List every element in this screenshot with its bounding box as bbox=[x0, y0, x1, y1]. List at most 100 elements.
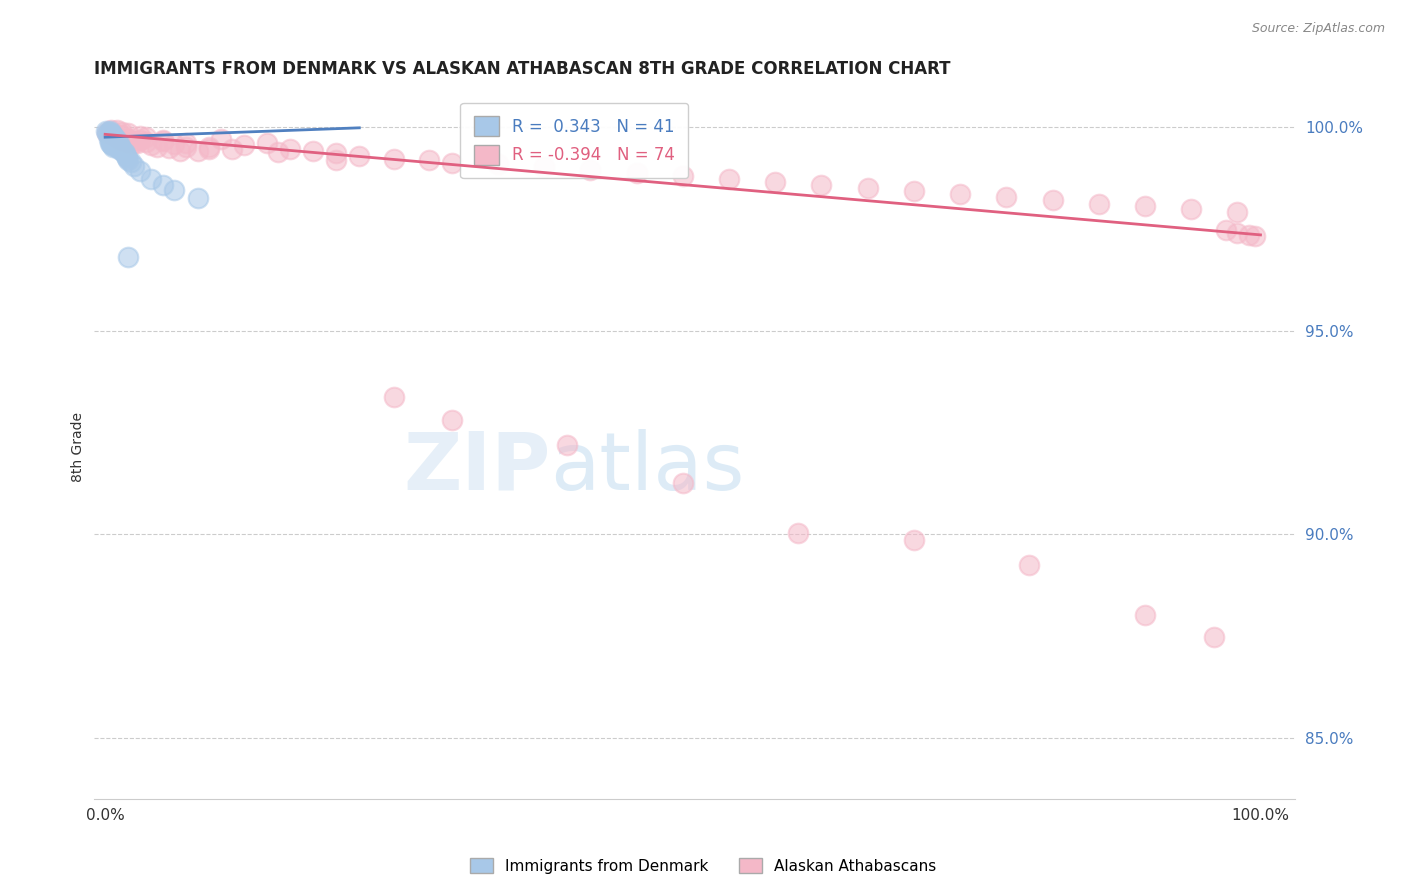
Point bbox=[107, 131, 129, 145]
Point bbox=[117, 126, 139, 140]
Point bbox=[104, 130, 127, 145]
Point bbox=[114, 146, 136, 161]
Point bbox=[221, 142, 243, 156]
Point bbox=[120, 154, 142, 169]
Point bbox=[108, 142, 131, 156]
Point bbox=[1180, 202, 1202, 217]
Point bbox=[152, 134, 174, 148]
Point bbox=[626, 165, 648, 179]
Point bbox=[1042, 194, 1064, 208]
Text: IMMIGRANTS FROM DENMARK VS ALASKAN ATHABASCAN 8TH GRADE CORRELATION CHART: IMMIGRANTS FROM DENMARK VS ALASKAN ATHAB… bbox=[94, 60, 950, 78]
Point bbox=[98, 130, 121, 145]
Point bbox=[96, 126, 118, 140]
Legend: R =  0.343   N = 41, R = -0.394   N = 74: R = 0.343 N = 41, R = -0.394 N = 74 bbox=[460, 103, 688, 178]
Point bbox=[105, 123, 128, 137]
Point bbox=[209, 132, 232, 146]
Point bbox=[198, 139, 221, 153]
Point bbox=[128, 133, 150, 147]
Point bbox=[256, 136, 278, 151]
Point bbox=[117, 132, 139, 146]
Point bbox=[267, 145, 290, 160]
Point bbox=[232, 138, 254, 153]
Point bbox=[98, 124, 121, 138]
Point bbox=[1087, 196, 1109, 211]
Point bbox=[103, 128, 125, 143]
Point bbox=[98, 136, 121, 151]
Point bbox=[146, 140, 169, 154]
Point bbox=[127, 136, 149, 151]
Point bbox=[108, 133, 131, 147]
Point bbox=[325, 146, 347, 161]
Point bbox=[157, 141, 180, 155]
Point bbox=[121, 137, 143, 152]
Point bbox=[103, 134, 125, 148]
Point bbox=[1204, 630, 1226, 644]
Point bbox=[187, 145, 209, 159]
Point bbox=[325, 153, 347, 167]
Point bbox=[122, 159, 145, 173]
Point bbox=[278, 142, 301, 156]
Point bbox=[440, 156, 463, 170]
Point bbox=[115, 136, 138, 150]
Point bbox=[152, 133, 174, 147]
Point bbox=[672, 169, 695, 183]
Point bbox=[96, 124, 118, 138]
Point bbox=[96, 126, 118, 140]
Point bbox=[103, 130, 125, 145]
Point bbox=[97, 132, 120, 146]
Point bbox=[349, 149, 371, 163]
Point bbox=[117, 153, 139, 167]
Text: Source: ZipAtlas.com: Source: ZipAtlas.com bbox=[1251, 22, 1385, 36]
Point bbox=[107, 137, 129, 152]
Point bbox=[108, 136, 131, 151]
Point bbox=[104, 138, 127, 153]
Point bbox=[112, 145, 135, 160]
Point bbox=[135, 130, 157, 145]
Point bbox=[1018, 558, 1040, 572]
Point bbox=[1215, 222, 1237, 236]
Point bbox=[302, 145, 325, 159]
Point bbox=[787, 526, 810, 541]
Point bbox=[101, 133, 124, 147]
Point bbox=[169, 144, 191, 158]
Point bbox=[111, 125, 134, 139]
Point bbox=[122, 134, 145, 148]
Point bbox=[103, 128, 125, 143]
Point bbox=[100, 123, 122, 137]
Point bbox=[718, 172, 741, 186]
Point bbox=[141, 138, 163, 153]
Point bbox=[115, 151, 138, 165]
Point bbox=[579, 162, 602, 177]
Point bbox=[100, 131, 122, 145]
Legend: Immigrants from Denmark, Alaskan Athabascans: Immigrants from Denmark, Alaskan Athabas… bbox=[464, 852, 942, 880]
Point bbox=[382, 390, 405, 404]
Point bbox=[418, 153, 440, 168]
Point bbox=[174, 136, 197, 151]
Point bbox=[995, 190, 1018, 204]
Point bbox=[174, 140, 197, 154]
Point bbox=[1133, 607, 1156, 622]
Point bbox=[104, 132, 127, 146]
Point bbox=[152, 178, 174, 192]
Point bbox=[103, 140, 125, 154]
Point bbox=[763, 175, 786, 189]
Point bbox=[1237, 227, 1260, 242]
Point bbox=[533, 160, 555, 174]
Point bbox=[1243, 229, 1265, 244]
Point bbox=[135, 136, 157, 150]
Point bbox=[1226, 226, 1249, 240]
Point bbox=[163, 183, 186, 197]
Point bbox=[163, 137, 186, 152]
Y-axis label: 8th Grade: 8th Grade bbox=[72, 411, 86, 482]
Point bbox=[382, 152, 405, 166]
Point bbox=[101, 128, 124, 142]
Point bbox=[111, 128, 134, 143]
Point bbox=[117, 250, 139, 264]
Point bbox=[108, 139, 131, 153]
Point bbox=[555, 437, 578, 451]
Point bbox=[903, 184, 925, 198]
Point bbox=[187, 191, 209, 205]
Point bbox=[810, 178, 832, 192]
Point bbox=[100, 137, 122, 152]
Point bbox=[128, 128, 150, 143]
